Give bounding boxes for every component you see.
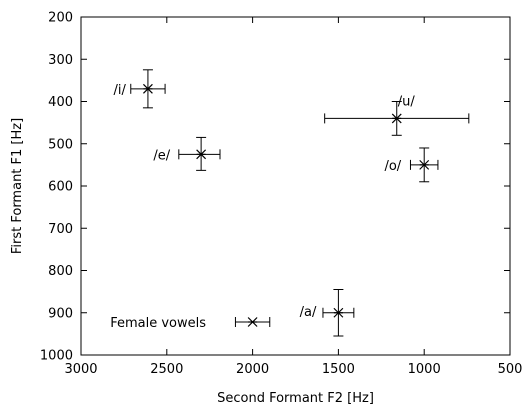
y-tick-label: 700 — [48, 222, 73, 237]
data-point-marker — [419, 159, 430, 170]
y-tick-label: 400 — [48, 95, 73, 110]
axis-ticks: 3000 2500 2000 1500 1000 500 200 300 400 500 600 70… — [40, 11, 523, 378]
x-tick-label: 2500 — [150, 362, 183, 377]
legend: Female vowels — [110, 316, 271, 331]
x-tick-label: 500 — [498, 362, 523, 377]
y-tick-label: 500 — [48, 137, 73, 152]
y-tick-label: 1000 — [40, 349, 73, 364]
x-tick-label: 1500 — [322, 362, 355, 377]
x-tick-label: 3000 — [64, 362, 97, 377]
vowel-label-u: /u/ — [398, 94, 416, 109]
y-axis-label: First Formant F1 [Hz] — [10, 118, 25, 254]
vowel-point-i: /i/ — [114, 69, 166, 109]
plot-border — [80, 16, 511, 356]
vowel-label-o: /o/ — [384, 159, 401, 174]
data-point-marker — [142, 83, 153, 94]
vowel-point-a: /a/ — [300, 289, 355, 337]
data-point-marker — [333, 307, 344, 318]
x-tick-label: 1000 — [408, 362, 441, 377]
vowel-point-e: /e/ — [153, 136, 221, 171]
vowel-label-a: /a/ — [300, 305, 317, 320]
y-tick-label: 900 — [48, 306, 73, 321]
y-tick-label: 300 — [48, 53, 73, 68]
x-tick-label: 2000 — [236, 362, 269, 377]
y-tick-label: 800 — [48, 264, 73, 279]
plot-frame — [80, 16, 511, 356]
x-axis-label: Second Formant F2 [Hz] — [217, 391, 374, 406]
vowel-label-e: /e/ — [153, 148, 170, 163]
vowel-label-i: /i/ — [114, 83, 127, 98]
y-tick-label: 200 — [48, 11, 73, 26]
y-tick-label: 600 — [48, 180, 73, 195]
vowel-point-o: /o/ — [384, 147, 439, 183]
data-point-marker — [196, 149, 207, 160]
legend-marker-star — [247, 317, 258, 327]
data-point-marker — [391, 113, 402, 124]
vowel-point-u: /u/ — [324, 94, 470, 136]
data-points: /i/ /e/ /u/ /o/ /a/ — [114, 69, 470, 337]
legend-label-female-vowels: Female vowels — [110, 316, 206, 331]
